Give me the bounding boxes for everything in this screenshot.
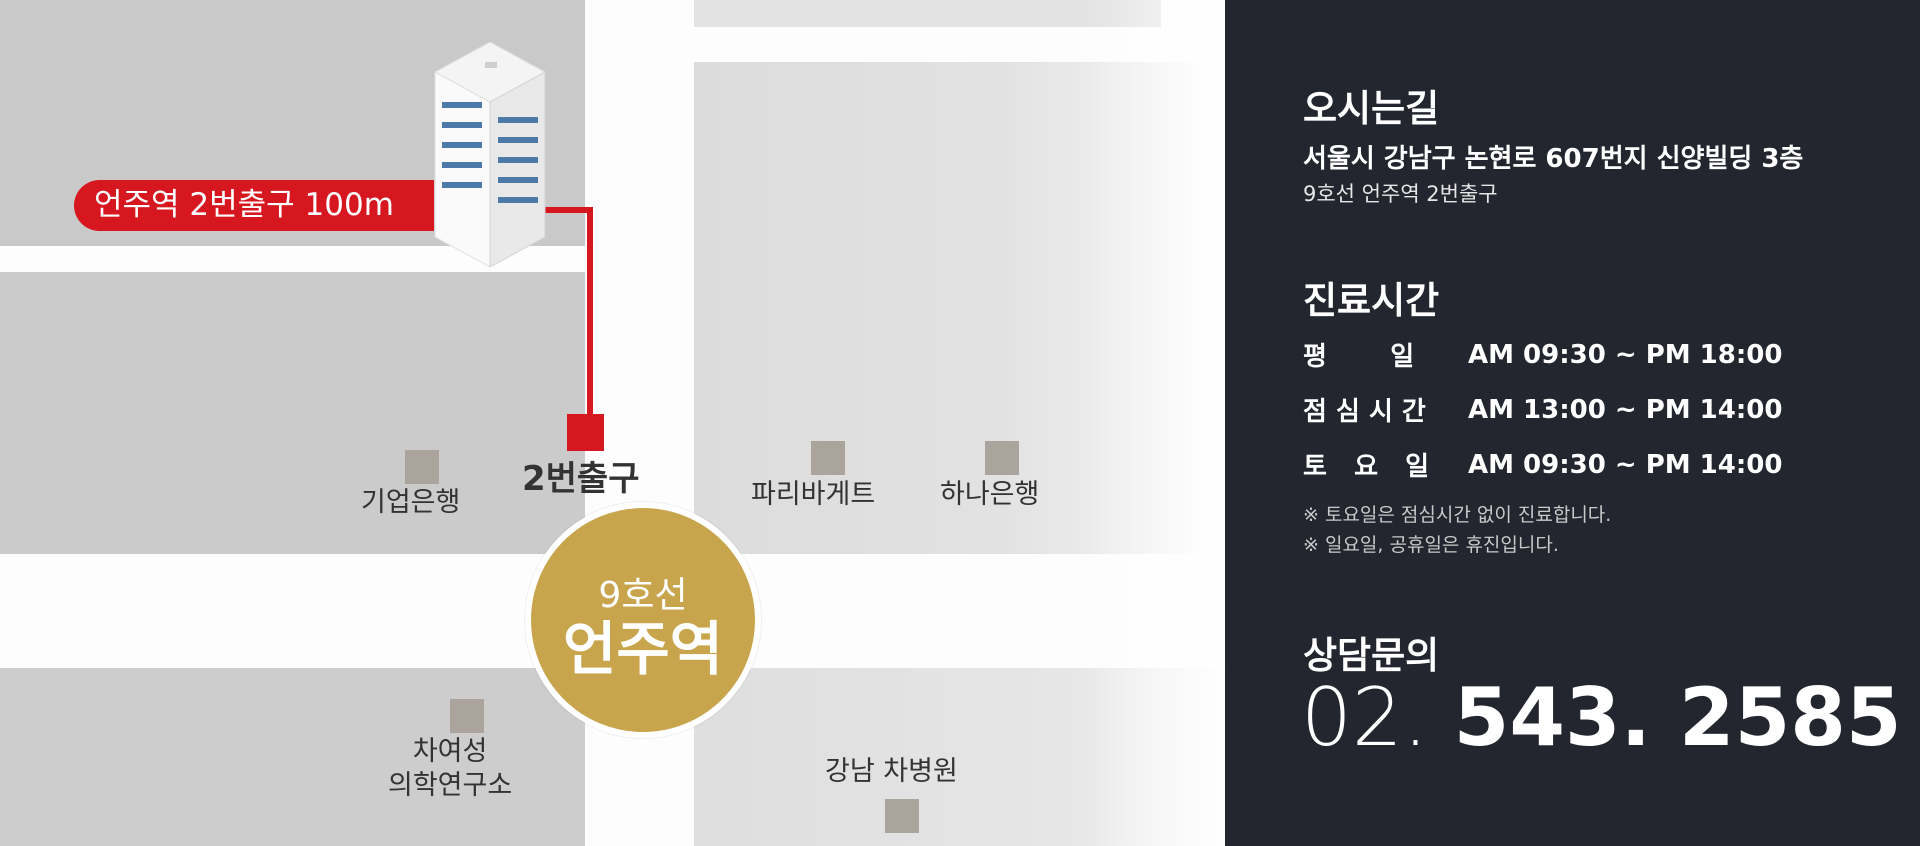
- cha-institute-label: 차여성 의학연구소: [388, 736, 513, 801]
- map-block: [0, 668, 585, 846]
- hours-day: 평 일: [1303, 342, 1415, 372]
- cha-institute-marker: [450, 699, 484, 733]
- hours-time: AM 09:30 ~ PM 14:00: [1468, 449, 1783, 480]
- paris-label: 파리바게트: [751, 479, 876, 510]
- location-map: 2번출구 언주역 2번출구 100m 기업은행 파리바게트 하나은행 차여성 의…: [0, 0, 1225, 846]
- ibk-marker: [405, 450, 439, 484]
- hana-label: 하나은행: [940, 479, 1040, 510]
- phone-number[interactable]: 02. 543. 2585: [1301, 678, 1902, 758]
- note-holiday: ※ 일요일, 공휴일은 휴진입니다.: [1303, 534, 1559, 556]
- directions-title: 오시는길: [1303, 87, 1440, 130]
- hours-time: AM 13:00 ~ PM 14:00: [1468, 394, 1783, 425]
- station-line: 9호선: [598, 575, 688, 616]
- station-name: 언주역: [562, 615, 724, 683]
- ibk-label: 기업은행: [361, 487, 461, 518]
- gangnam-cha-marker: [885, 799, 919, 833]
- station-badge: 9호선 언주역: [525, 502, 761, 738]
- hours-day: 점 심 시 간: [1303, 397, 1426, 427]
- hours-row: 토 요 일 AM 09:30 ~ PM 14:00: [1303, 437, 1782, 492]
- route-line: [540, 207, 593, 213]
- route-line: [587, 210, 593, 416]
- gangnam-cha-label: 강남 차병원: [825, 756, 958, 787]
- map-fade: [1085, 0, 1225, 846]
- address: 서울시 강남구 논현로 607번지 신양빌딩 3층: [1303, 144, 1804, 174]
- exit-marker: [567, 414, 604, 451]
- paris-marker: [811, 441, 845, 475]
- hours-row: 평 일 AM 09:30 ~ PM 18:00: [1303, 327, 1782, 382]
- hours-time: AM 09:30 ~ PM 18:00: [1468, 339, 1783, 370]
- hours-table: 평 일 AM 09:30 ~ PM 18:00 점 심 시 간 AM 13:00…: [1303, 327, 1782, 492]
- hours-row: 점 심 시 간 AM 13:00 ~ PM 14:00: [1303, 382, 1782, 437]
- map-block: [0, 272, 585, 554]
- hana-marker: [985, 441, 1019, 475]
- phone-digits: 543. 2585: [1453, 671, 1902, 764]
- building-icon: [433, 42, 547, 267]
- note-saturday: ※ 토요일은 점심시간 없이 진료합니다.: [1303, 504, 1612, 526]
- subway-info: 9호선 언주역 2번출구: [1303, 182, 1498, 206]
- contact-title: 상담문의: [1303, 634, 1440, 677]
- distance-banner: 언주역 2번출구 100m: [74, 180, 434, 231]
- hours-title: 진료시간: [1303, 279, 1440, 322]
- map-block: [694, 0, 1161, 27]
- info-panel: 오시는길 서울시 강남구 논현로 607번지 신양빌딩 3층 9호선 언주역 2…: [1225, 0, 1920, 846]
- phone-prefix: 02.: [1301, 671, 1429, 764]
- hours-day: 토 요 일: [1303, 452, 1430, 482]
- exit-label: 2번출구: [522, 459, 640, 499]
